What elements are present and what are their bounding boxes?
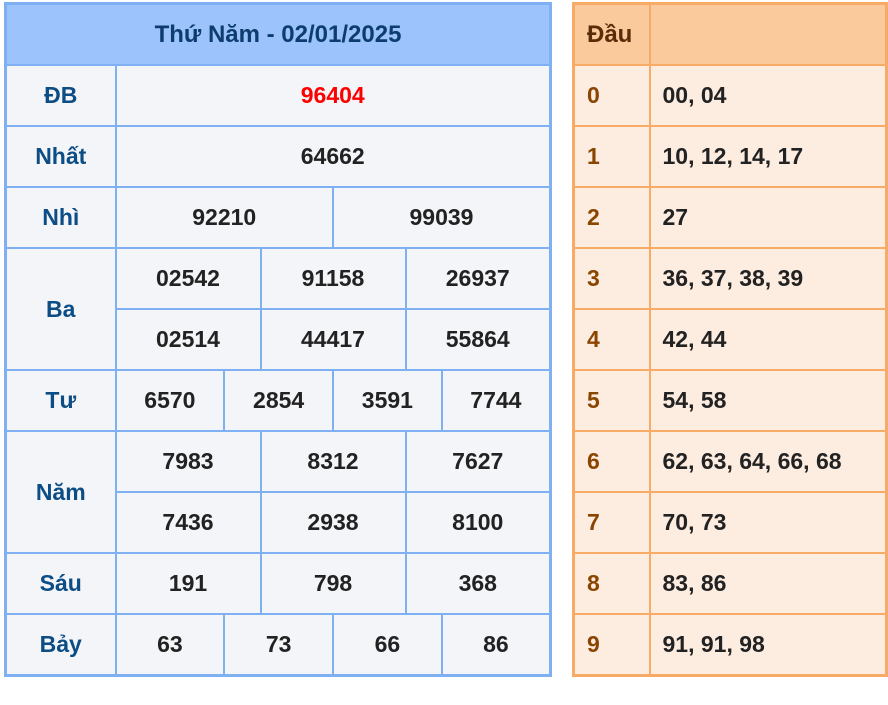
prize-row-db: ĐB 96404 — [4, 64, 552, 127]
dau-row: 4 42, 44 — [572, 308, 888, 371]
prize-label: Nhất — [4, 125, 117, 188]
prize-row-ba: Ba 02542 91158 26937 — [4, 247, 552, 371]
prize-label: Tư — [4, 369, 117, 432]
prize-row-nhat: Nhất 64662 — [4, 125, 552, 188]
prize-number: 7436 — [114, 491, 262, 554]
prize-row-ba-2: 02514 44417 55864 — [6, 308, 552, 371]
prize-number: 02542 — [114, 247, 262, 310]
prize-number: 7627 — [404, 430, 552, 493]
special-prize-number: 96404 — [114, 64, 552, 127]
prize-row-tu: Tư 6570 2854 3591 7744 — [4, 369, 552, 432]
prize-number: 92210 — [114, 186, 334, 249]
head-digit: 2 — [572, 186, 651, 249]
head-digit: 7 — [572, 491, 651, 554]
prize-number: 64662 — [114, 125, 552, 188]
head-digit: 0 — [572, 64, 651, 127]
prize-number: 2854 — [223, 369, 334, 432]
prize-number: 86 — [440, 613, 552, 677]
prize-number: 44417 — [259, 308, 407, 371]
prize-number: 8100 — [404, 491, 552, 554]
prize-number: 3591 — [332, 369, 443, 432]
prize-number: 8312 — [259, 430, 407, 493]
prize-row-nhi: Nhì 92210 99039 — [4, 186, 552, 249]
dau-header: Đầu — [572, 2, 651, 66]
results-title: Thứ Năm - 02/01/2025 — [4, 2, 552, 66]
prize-number: 66 — [332, 613, 443, 677]
tail-numbers: 36, 37, 38, 39 — [648, 247, 888, 310]
tail-numbers: 54, 58 — [648, 369, 888, 432]
tail-numbers: 83, 86 — [648, 552, 888, 615]
head-digit: 4 — [572, 308, 651, 371]
dau-row: 1 10, 12, 14, 17 — [572, 125, 888, 188]
prize-number: 7744 — [440, 369, 552, 432]
prize-label: Nhì — [4, 186, 117, 249]
prize-number: 73 — [223, 613, 334, 677]
dau-row: 9 91, 91, 98 — [572, 613, 888, 677]
dau-row: 3 36, 37, 38, 39 — [572, 247, 888, 310]
dau-row: 6 62, 63, 64, 66, 68 — [572, 430, 888, 493]
results-table: Thứ Năm - 02/01/2025 ĐB 96404 Nhất 64662 N… — [4, 2, 552, 677]
prize-number: 26937 — [404, 247, 552, 310]
prize-number: 2938 — [259, 491, 407, 554]
head-digit: 5 — [572, 369, 651, 432]
prize-number: 91158 — [259, 247, 407, 310]
prize-label: Năm — [4, 430, 117, 554]
prize-number: 368 — [404, 552, 552, 615]
prize-row-bay: Bảy 63 73 66 86 — [4, 613, 552, 677]
prize-row-sau: Sáu 191 798 368 — [4, 552, 552, 615]
tail-numbers: 91, 91, 98 — [648, 613, 888, 677]
head-digit: 1 — [572, 125, 651, 188]
prize-number: 7983 — [114, 430, 262, 493]
tail-numbers: 42, 44 — [648, 308, 888, 371]
prize-number: 55864 — [404, 308, 552, 371]
head-digit-table: Đầu 0 00, 04 1 10, 12, 14, 17 2 27 3 36, 37, 38… — [572, 2, 888, 677]
prize-row-nam: Năm 7983 8312 7627 — [4, 430, 552, 554]
tail-numbers: 10, 12, 14, 17 — [648, 125, 888, 188]
dau-row: 8 83, 86 — [572, 552, 888, 615]
prize-number: 6570 — [114, 369, 226, 432]
prize-number: 02514 — [114, 308, 262, 371]
head-digit: 8 — [572, 552, 651, 615]
prize-label: ĐB — [4, 64, 117, 127]
prize-number: 99039 — [332, 186, 552, 249]
prize-label: Ba — [4, 247, 117, 371]
prize-number: 63 — [114, 613, 226, 677]
head-digit: 6 — [572, 430, 651, 493]
prize-label: Sáu — [4, 552, 117, 615]
head-digit: 3 — [572, 247, 651, 310]
tail-numbers: 27 — [648, 186, 888, 249]
prize-row-nam-2: 7436 2938 8100 — [6, 491, 552, 554]
prize-number: 191 — [114, 552, 262, 615]
dau-row: 2 27 — [572, 186, 888, 249]
dau-row: 5 54, 58 — [572, 369, 888, 432]
prize-label: Bảy — [4, 613, 117, 677]
dau-header-empty — [648, 2, 888, 66]
dau-row: 7 70, 73 — [572, 491, 888, 554]
tail-numbers: 62, 63, 64, 66, 68 — [648, 430, 888, 493]
head-digit: 9 — [572, 613, 651, 677]
dau-row: 0 00, 04 — [572, 64, 888, 127]
tail-numbers: 00, 04 — [648, 64, 888, 127]
tail-numbers: 70, 73 — [648, 491, 888, 554]
prize-number: 798 — [259, 552, 407, 615]
